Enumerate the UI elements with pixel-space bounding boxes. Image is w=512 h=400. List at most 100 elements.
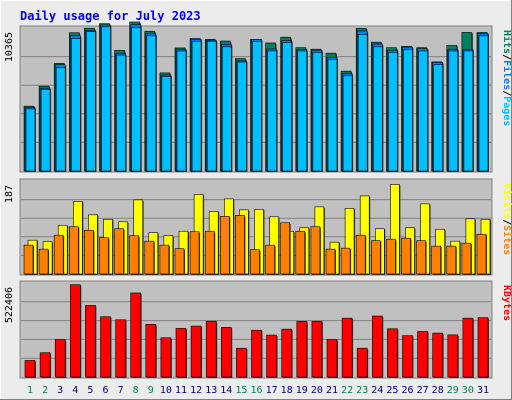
sites-bar [386, 238, 396, 275]
kbytes-bar [100, 316, 111, 378]
pages-bar [342, 75, 353, 172]
sites-bar [144, 240, 155, 275]
sites-bar [431, 245, 442, 275]
day-label: 24 [371, 385, 383, 396]
kbytes-bar [251, 329, 262, 378]
sites-bar [250, 249, 260, 275]
pages-bar [388, 52, 398, 172]
pages-bar [267, 50, 277, 172]
pages-bar [55, 67, 66, 172]
sites-bar [235, 215, 245, 275]
middle-ymax-label: 187 [4, 185, 15, 203]
sites-bar [38, 248, 49, 275]
kbytes-bar [432, 332, 444, 378]
kbytes-bar [145, 323, 157, 378]
kbytes-bar [477, 317, 489, 378]
day-label: 26 [401, 385, 413, 396]
kbytes-bar [402, 335, 413, 378]
day-label: 5 [87, 385, 93, 396]
kbytes-bar [417, 331, 428, 378]
sites-bar [476, 233, 487, 275]
kbytes-bar [190, 325, 202, 378]
day-label: 13 [205, 385, 217, 396]
sites-bar [114, 228, 124, 275]
day-label: 17 [266, 385, 278, 396]
sites-bar [280, 222, 291, 275]
pages-bar [448, 50, 459, 172]
pages-bar [176, 50, 187, 172]
bottom-series-label: KBytes [501, 285, 512, 321]
pages-bar [86, 31, 96, 172]
kbytes-bar [462, 317, 474, 378]
day-label: 19 [296, 385, 308, 396]
sites-bar [159, 244, 170, 275]
pages-bar [25, 108, 36, 172]
kbytes-bar [39, 352, 51, 378]
sites-bar [446, 245, 457, 275]
bottom-ymax-label: 522406 [4, 287, 15, 323]
day-label: 21 [326, 385, 338, 396]
pages-bar [206, 41, 217, 172]
pages-bar [222, 46, 232, 172]
kbytes-bar [115, 319, 126, 378]
pages-bar [297, 50, 308, 172]
kbytes-bar [266, 334, 277, 378]
day-label: 15 [235, 385, 247, 396]
day-label: 11 [175, 385, 187, 396]
top-series-label: Hits/Files/Pages [501, 30, 512, 126]
kbytes-bar [447, 334, 459, 378]
kbytes-bar [24, 360, 36, 378]
kbytes-bar [130, 292, 141, 378]
day-label: 6 [102, 385, 108, 396]
sites-bar [174, 248, 185, 275]
sites-bar [416, 240, 426, 275]
pages-bar [418, 50, 428, 172]
kbytes-bar [85, 305, 96, 378]
chart-title: Daily usage for July 2023 [20, 9, 201, 23]
pages-bar [131, 27, 141, 172]
day-label: 28 [432, 385, 444, 396]
day-label: 23 [356, 385, 368, 396]
sites-bar [310, 226, 321, 275]
pages-bar [478, 35, 489, 172]
kbytes-bar [221, 327, 232, 378]
middle-series-label: Visits/Sites [501, 183, 512, 255]
day-label: 22 [341, 385, 353, 396]
kbytes-bar [341, 317, 353, 378]
day-label: 29 [447, 385, 459, 396]
top-ymax-label: 10365 [4, 32, 15, 62]
day-label: 20 [311, 385, 323, 396]
sites-bar [340, 247, 351, 275]
sites-bar [23, 244, 34, 275]
day-label: 25 [386, 385, 398, 396]
pages-bar [282, 42, 293, 172]
day-label: 27 [417, 385, 429, 396]
sites-bar [189, 231, 200, 275]
sites-bar [204, 230, 215, 275]
kbytes-bar [356, 347, 368, 378]
kbytes-bar [311, 321, 323, 378]
kbytes-bar [371, 315, 383, 378]
day-label: 8 [133, 385, 139, 396]
pages-bar [116, 54, 126, 172]
pages-bar [327, 58, 338, 172]
sites-bar [370, 240, 381, 275]
kbytes-bar [326, 339, 338, 378]
pages-bar [146, 35, 157, 172]
day-label: 2 [42, 385, 48, 396]
kbytes-bar [387, 328, 398, 378]
kbytes-bar [296, 321, 308, 378]
sites-bar [99, 237, 109, 275]
day-label: 31 [477, 385, 489, 396]
sites-bar [325, 248, 336, 275]
pages-bar [357, 34, 368, 172]
sites-bar [84, 229, 94, 275]
pages-bar [237, 61, 247, 172]
pages-bar [312, 52, 323, 172]
sites-bar [220, 216, 230, 275]
day-label: 12 [190, 385, 202, 396]
day-label: 30 [462, 385, 474, 396]
kbytes-bar [54, 339, 66, 378]
pages-bar [191, 41, 202, 172]
